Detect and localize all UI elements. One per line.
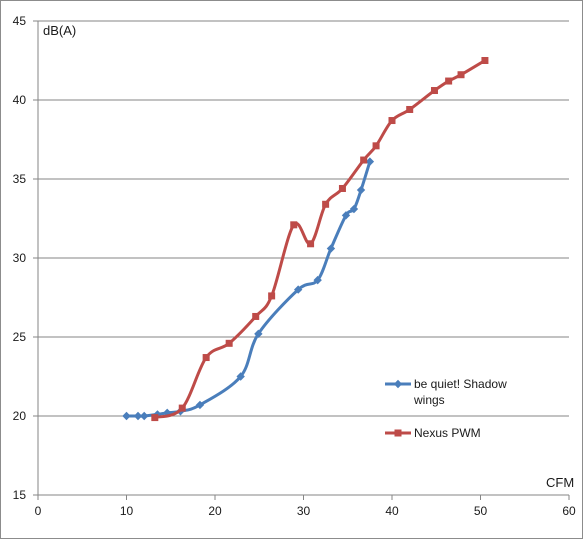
x-tick-label: 40 <box>385 504 399 518</box>
y-tick-label: 45 <box>13 14 27 28</box>
x-tick-label: 60 <box>562 504 576 518</box>
x-tick-label: 0 <box>35 504 42 518</box>
data-point <box>365 157 375 166</box>
x-axis-title: CFM <box>546 475 574 490</box>
y-tick-label: 15 <box>13 488 27 502</box>
data-point <box>338 184 346 192</box>
data-point <box>268 292 276 300</box>
y-tick-label: 40 <box>13 93 27 107</box>
data-point <box>178 404 186 412</box>
data-point <box>457 71 465 79</box>
x-tick-label: 30 <box>297 504 311 518</box>
data-point <box>151 414 159 422</box>
x-tick-labels: 0 10 20 30 40 50 60 <box>35 504 576 518</box>
data-point <box>140 411 149 421</box>
legend: be quiet! Shadow wings Nexus PWM <box>385 377 507 440</box>
y-tick-label: 25 <box>13 330 27 344</box>
axes <box>33 20 570 500</box>
y-tick-labels: 15 20 25 30 35 40 45 <box>13 14 27 502</box>
data-point <box>322 200 330 208</box>
data-point <box>313 275 322 285</box>
y-tick-label: 20 <box>13 409 27 423</box>
data-point <box>195 400 205 410</box>
data-point <box>225 339 233 347</box>
data-point <box>445 77 453 85</box>
data-point <box>293 285 303 294</box>
data-point <box>122 411 131 421</box>
data-point <box>133 411 143 421</box>
legend-marker <box>394 429 402 437</box>
y-axis-title: dB(A) <box>43 23 76 38</box>
y-tick-label: 30 <box>13 251 27 265</box>
series-line <box>153 59 487 420</box>
data-point <box>372 142 380 150</box>
series-line <box>125 160 372 418</box>
legend-entry-be-quiet-shadow-wings: be quiet! Shadow wings <box>385 377 507 407</box>
y-tick-label: 35 <box>13 172 27 186</box>
x-tick-label: 10 <box>120 504 134 518</box>
data-point <box>307 240 315 248</box>
data-point <box>481 57 489 64</box>
series-be-quiet-shadow-wings <box>122 157 375 421</box>
data-point <box>349 204 359 214</box>
series-group <box>122 57 489 422</box>
data-point <box>388 117 396 125</box>
legend-label: be quiet! Shadow wings <box>413 377 507 407</box>
gridlines <box>38 20 569 417</box>
data-point <box>430 87 438 95</box>
legend-marker <box>393 379 403 389</box>
data-point <box>356 185 366 195</box>
data-point <box>360 156 368 164</box>
x-tick-label: 50 <box>474 504 488 518</box>
data-point <box>202 354 210 362</box>
legend-entry-nexus-pwm: Nexus PWM <box>385 426 481 440</box>
data-point <box>326 244 336 253</box>
x-tick-label: 20 <box>208 504 222 518</box>
data-point <box>406 105 414 113</box>
data-point <box>236 372 245 381</box>
series-nexus-pwm <box>151 57 489 422</box>
data-point <box>341 211 351 220</box>
data-point <box>290 221 298 229</box>
legend-label: Nexus PWM <box>414 426 481 440</box>
data-point <box>252 312 260 320</box>
